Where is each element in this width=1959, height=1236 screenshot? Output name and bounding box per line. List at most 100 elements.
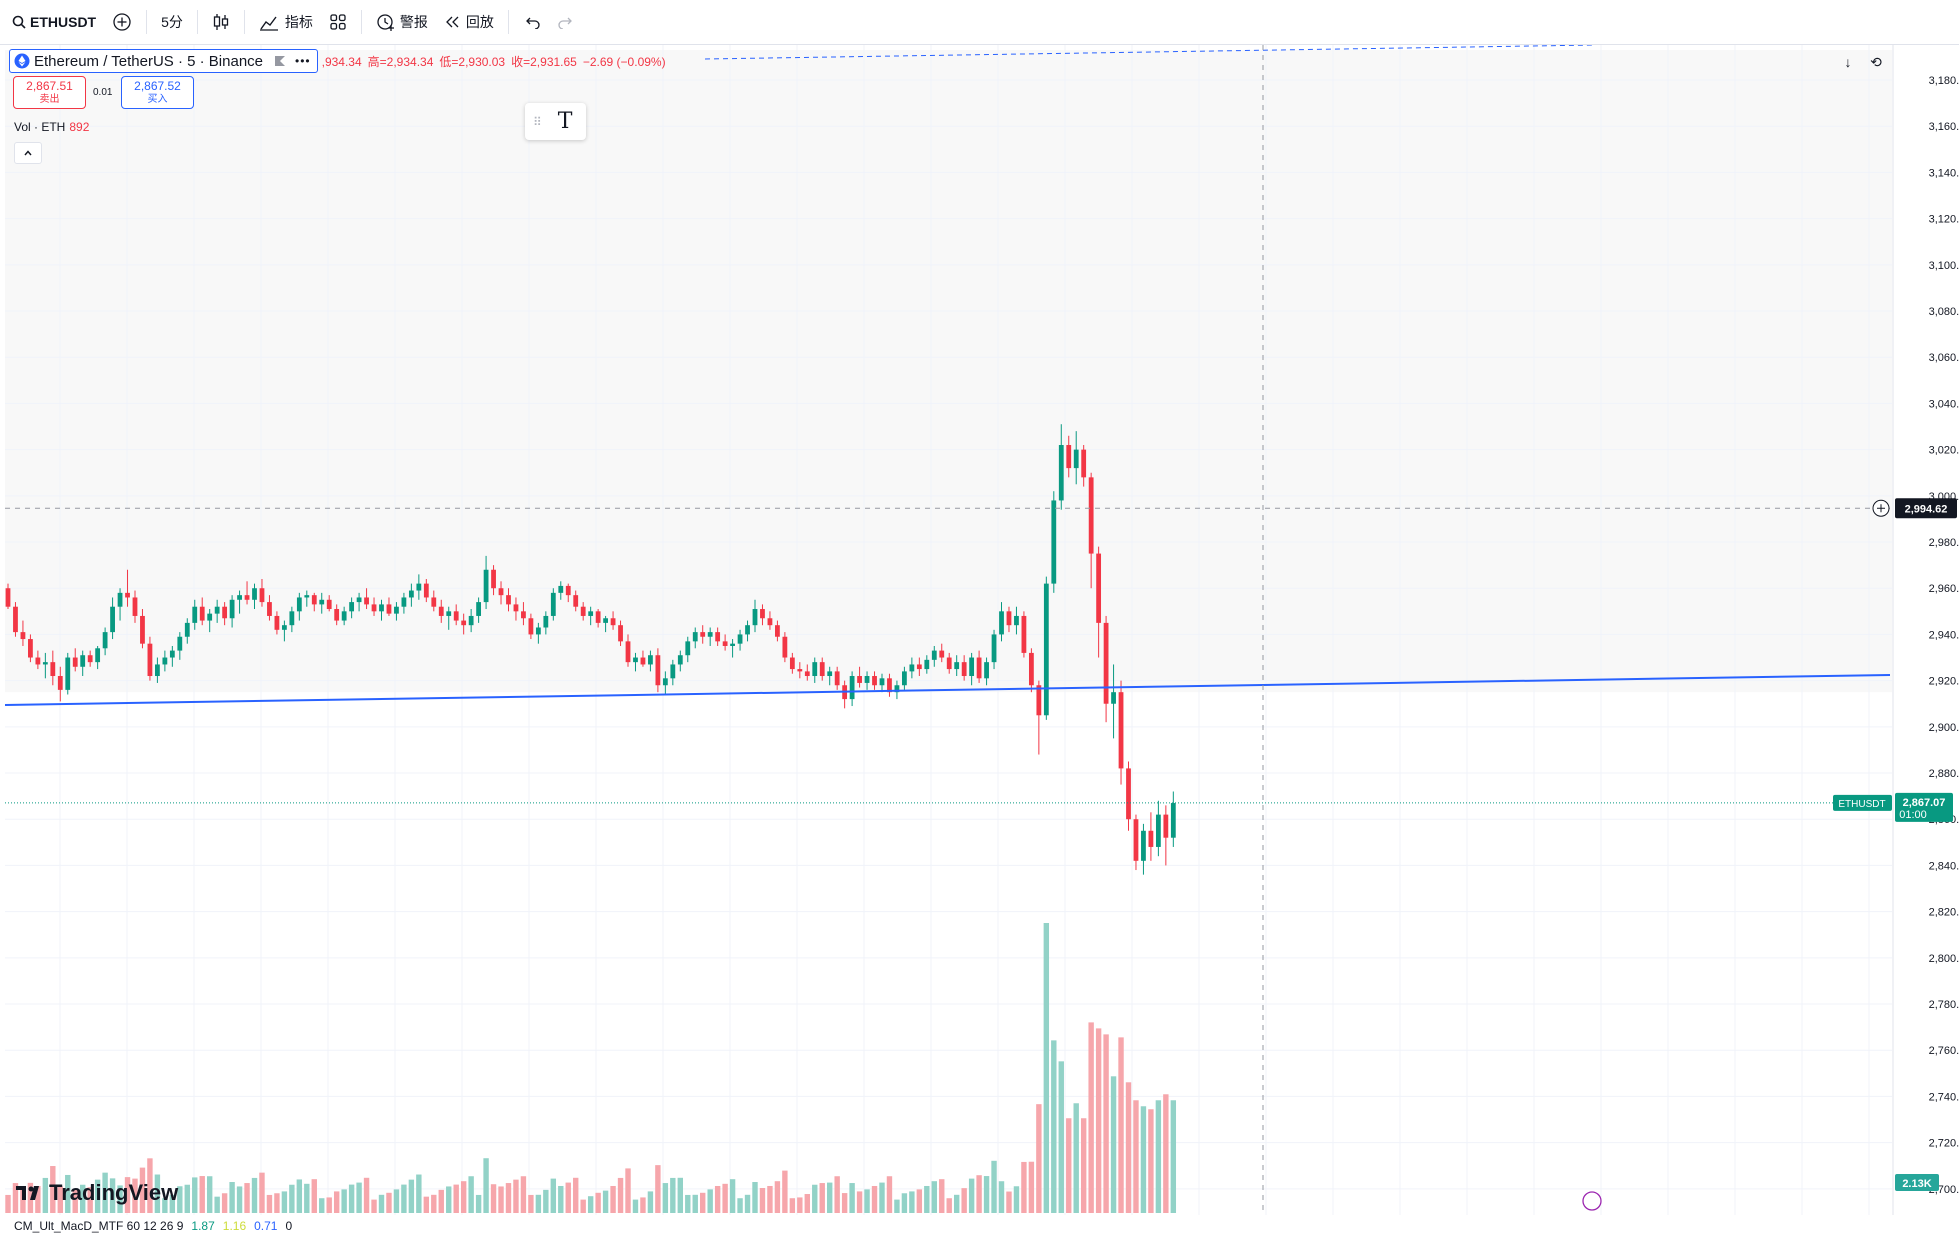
candle-body [804, 671, 810, 677]
indicators-label: 指标 [284, 14, 313, 30]
volume-bar [311, 1179, 317, 1213]
compare-symbol-button[interactable] [104, 6, 140, 38]
volume-bar [901, 1193, 908, 1213]
candle-body [700, 632, 706, 637]
countdown-label: 01:00 [1899, 809, 1927, 821]
candle-body [259, 588, 265, 603]
volume-bar [319, 1198, 325, 1213]
volume-bar [1118, 1037, 1124, 1213]
candle-body [349, 602, 355, 612]
volume-bar [12, 1183, 19, 1213]
candle-body [879, 678, 885, 686]
volume-bar [1103, 1034, 1109, 1213]
candle-body [767, 618, 773, 626]
candle-body [416, 583, 422, 591]
candle-body [438, 606, 444, 616]
reset-view-icon[interactable]: ⟲ [1870, 54, 1882, 70]
collapse-legend-button[interactable] [14, 142, 42, 164]
candle-body [431, 597, 437, 607]
volume-bar [304, 1183, 310, 1213]
candle-body [1014, 615, 1019, 626]
price-tick-label: 2,760.00 [1929, 1045, 1959, 1057]
candle-body [543, 615, 549, 628]
redo-button[interactable] [549, 6, 583, 38]
volume-bar [587, 1196, 594, 1213]
volume-bar [341, 1189, 347, 1213]
chevron-up-icon [24, 150, 32, 156]
sell-button[interactable]: 2,867.51 卖出 [13, 76, 86, 109]
candle-body [991, 634, 997, 663]
sell-label: 卖出 [39, 94, 60, 105]
candle-body [797, 669, 803, 672]
volume-bar [87, 1187, 93, 1213]
candle-body [550, 592, 556, 616]
volume-bar [42, 1177, 49, 1213]
volume-bar [177, 1186, 183, 1213]
chart-type-button[interactable] [204, 6, 238, 38]
volume-bar [423, 1196, 430, 1213]
volume-bar [602, 1190, 609, 1213]
price-chart[interactable]: 3,180.00 3,160.00 3,140.00 3,120.00 3,100.00… [0, 45, 1959, 1215]
candle-body [1133, 819, 1139, 861]
volume-bar [1125, 1082, 1132, 1213]
buy-label: 买入 [147, 94, 168, 105]
replay-button[interactable]: 回放 [436, 6, 502, 38]
volume-bar [625, 1168, 631, 1213]
candle-body [423, 583, 429, 598]
candle-body [752, 609, 758, 626]
candle-body [453, 611, 459, 621]
volume-bar [371, 1199, 377, 1213]
candle-body [476, 602, 482, 616]
candle-body [521, 611, 526, 619]
candle-body [961, 662, 967, 677]
candle-body [909, 664, 915, 672]
text-tool-icon[interactable]: T [557, 109, 573, 134]
candle-body [864, 676, 870, 683]
candlestick-icon [213, 14, 229, 30]
volume-bar [348, 1184, 355, 1213]
last-price-badge [1895, 792, 1953, 822]
candle-body [461, 620, 467, 626]
candle-body [916, 664, 922, 670]
volume-legend[interactable]: Vol · ETH 892 [14, 120, 89, 134]
volume-bar [528, 1194, 534, 1213]
candle-body [386, 604, 392, 614]
indicators-button[interactable]: 指标 [251, 6, 321, 38]
volume-bar [759, 1188, 766, 1213]
price-tick-label: 2,820.00 [1929, 907, 1959, 919]
candle-body [1170, 803, 1176, 838]
more-options-icon[interactable]: ••• [295, 54, 311, 68]
volume-bar [991, 1160, 997, 1213]
undo-button[interactable] [515, 6, 549, 38]
candle-body [110, 606, 115, 633]
volume-bar [573, 1177, 579, 1213]
floating-drawing-toolbar: ⠿ T [525, 103, 586, 140]
volume-bar [446, 1186, 452, 1213]
volume-bar [490, 1184, 497, 1213]
candle-body [1141, 830, 1146, 861]
candle-body [812, 662, 818, 677]
layouts-button[interactable] [321, 6, 355, 38]
volume-bar [505, 1183, 512, 1213]
volume-bar [102, 1172, 108, 1213]
sell-price: 2,867.51 [26, 79, 73, 93]
candle-body [42, 662, 48, 665]
download-icon[interactable]: ↓ [1844, 54, 1852, 70]
volume-bar [983, 1176, 990, 1213]
symbol-legend[interactable]: Ethereum / TetherUS · 5 · Binance ••• [9, 49, 318, 73]
volume-bar [1088, 1022, 1094, 1213]
symbol-search-button[interactable]: ETHUSDT [0, 6, 104, 38]
tradingview-logo[interactable]: TradingView [16, 1180, 178, 1206]
interval-button[interactable]: 5分 [161, 14, 183, 30]
volume-bar [692, 1194, 698, 1213]
volume-bar [580, 1199, 586, 1213]
indicator-legend[interactable]: CM_Ult_MacD_MTF 60 12 26 9 1.87 1.16 0.7… [0, 1215, 1959, 1236]
candle-body [50, 662, 56, 677]
drag-handle-icon[interactable]: ⠿ [533, 114, 542, 129]
indicators-icon [259, 16, 278, 31]
alerts-button[interactable]: 警报 [368, 6, 436, 38]
candle-body [394, 606, 399, 614]
buy-button[interactable]: 2,867.52 买入 [121, 76, 194, 109]
volume-value: 892 [69, 120, 90, 134]
volume-bar [1036, 1104, 1042, 1213]
